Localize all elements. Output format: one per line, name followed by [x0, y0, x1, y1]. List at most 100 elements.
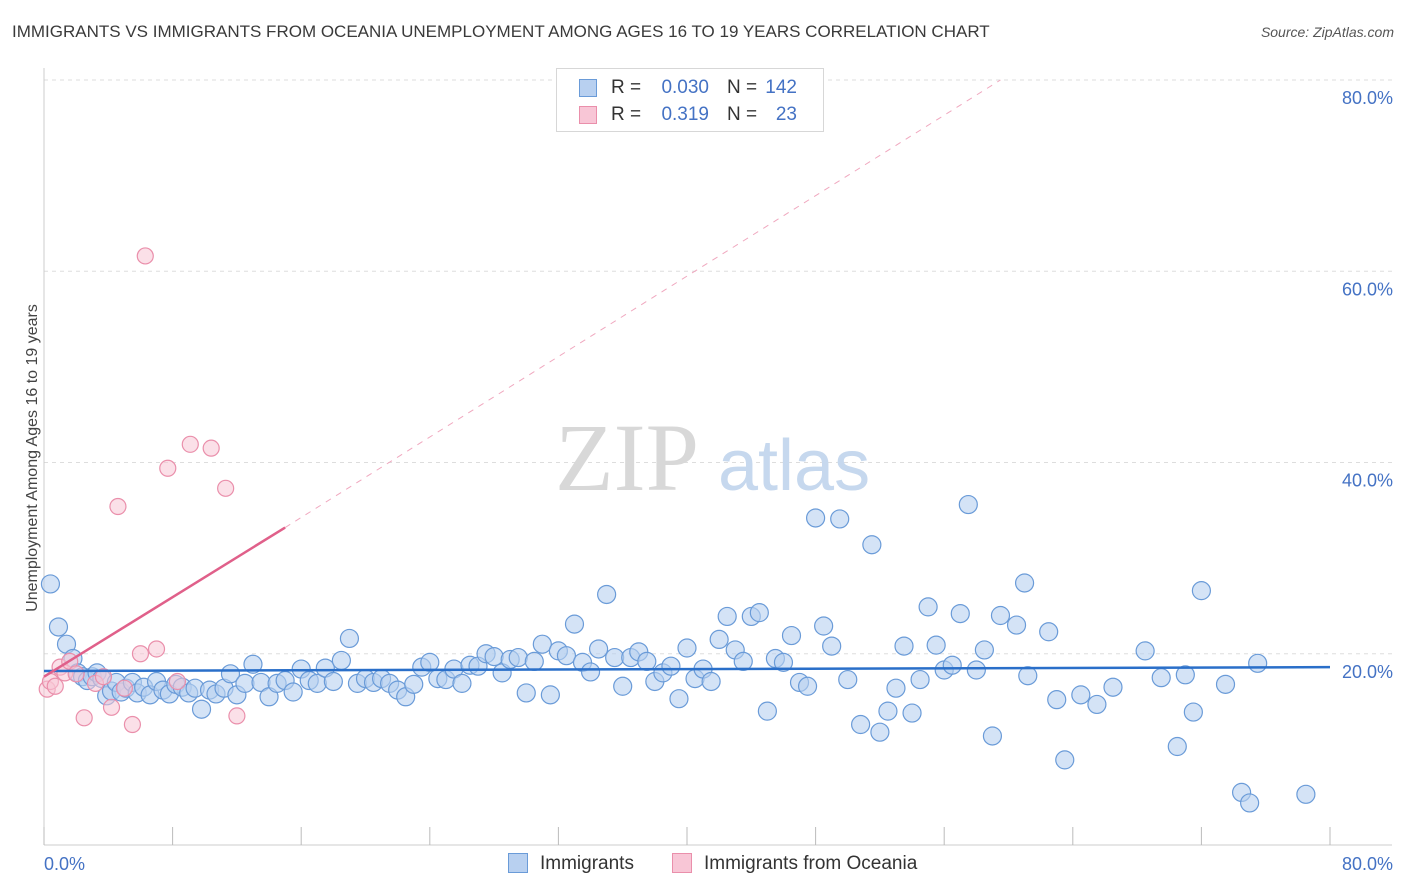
point-immigrants: [508, 647, 528, 668]
point-oceania: [123, 715, 142, 734]
legend-r-label: R =: [611, 77, 642, 98]
legend-swatch-oceania: [672, 853, 692, 873]
point-oceania: [75, 709, 93, 727]
point-immigrants: [283, 682, 303, 702]
point-immigrants: [1215, 674, 1236, 694]
x-tick-label: 80.0%: [1342, 854, 1393, 874]
legend-n-value: 142: [765, 77, 797, 98]
point-oceania: [131, 645, 150, 663]
point-immigrants: [990, 605, 1011, 626]
point-immigrants: [902, 703, 922, 723]
point-immigrants: [1087, 694, 1107, 715]
point-immigrants: [878, 701, 898, 721]
point-immigrants: [814, 616, 834, 636]
point-immigrants: [484, 647, 504, 667]
point-immigrants: [1151, 668, 1171, 688]
point-oceania: [159, 459, 177, 477]
legend-r-value: 0.030: [661, 77, 709, 98]
legend-label-immigrants: Immigrants: [540, 853, 634, 874]
legend-swatch-immigrants: [579, 79, 597, 97]
point-immigrants: [637, 651, 657, 672]
point-immigrants: [822, 636, 842, 656]
point-oceania: [136, 247, 154, 265]
point-immigrants: [1006, 615, 1027, 635]
point-oceania: [228, 707, 246, 725]
point-oceania: [102, 698, 121, 716]
point-oceania: [217, 479, 235, 497]
point-immigrants: [677, 638, 697, 658]
point-oceania: [115, 679, 133, 697]
point-immigrants: [235, 673, 255, 693]
point-immigrants: [1135, 641, 1155, 661]
point-immigrants: [950, 603, 970, 624]
y-tick-label: 80.0%: [1342, 88, 1393, 108]
point-immigrants: [331, 650, 351, 671]
point-immigrants: [966, 660, 986, 680]
watermark-zip: ZIP: [555, 404, 699, 511]
point-immigrants: [805, 508, 826, 528]
point-immigrants: [661, 656, 681, 676]
point-immigrants: [1018, 666, 1038, 686]
point-immigrants: [717, 606, 737, 627]
point-immigrants: [1103, 677, 1123, 697]
point-immigrants: [191, 699, 212, 719]
point-immigrants: [1071, 685, 1091, 705]
trend-line-immigrants: [43, 665, 1331, 673]
point-immigrants: [48, 617, 69, 637]
point-immigrants: [1055, 750, 1075, 770]
point-oceania: [168, 672, 187, 691]
x-tick-label: 0.0%: [44, 854, 85, 874]
watermark-atlas: atlas: [718, 426, 870, 506]
point-immigrants: [1039, 622, 1059, 642]
point-immigrants: [894, 636, 914, 656]
point-immigrants: [40, 574, 61, 594]
trend-lines: [43, 79, 1331, 678]
point-immigrants: [886, 678, 906, 698]
point-oceania: [94, 668, 113, 686]
point-immigrants: [1175, 665, 1195, 685]
data-points: [38, 247, 1316, 813]
point-immigrants: [1191, 581, 1212, 601]
point-immigrants: [588, 639, 609, 659]
y-tick-label: 40.0%: [1342, 471, 1393, 491]
legend-n-label: N =: [727, 77, 758, 98]
point-immigrants: [564, 614, 585, 634]
y-tick-label: 20.0%: [1342, 662, 1393, 682]
point-oceania: [147, 640, 166, 658]
point-immigrants: [709, 629, 729, 650]
point-immigrants: [830, 509, 850, 529]
trend-line-oceania: [43, 526, 286, 678]
point-immigrants: [910, 669, 930, 690]
y-tick-labels: 20.0% 40.0% 60.0% 80.0%: [1342, 88, 1393, 682]
point-oceania: [202, 439, 220, 457]
point-immigrants: [1296, 784, 1316, 804]
point-immigrants: [339, 628, 360, 649]
legend-n-label: N =: [727, 104, 758, 125]
grid-lines: [44, 79, 1392, 655]
series-legend: Immigrants Immigrants from Oceania: [0, 852, 1406, 878]
point-immigrants: [323, 671, 343, 692]
chart-title: IMMIGRANTS VS IMMIGRANTS FROM OCEANIA UN…: [12, 22, 990, 41]
x-tick-labels: 0.0% 80.0%: [44, 854, 1393, 874]
point-immigrants: [1240, 793, 1260, 813]
legend-swatch-immigrants: [508, 853, 528, 873]
legend-n-value: 23: [775, 104, 797, 125]
point-immigrants: [851, 714, 871, 735]
legend-r-value: 0.319: [661, 104, 709, 125]
watermark: ZIP atlas: [555, 404, 870, 511]
point-immigrants: [243, 654, 263, 674]
point-immigrants: [580, 662, 601, 682]
point-immigrants: [870, 722, 890, 742]
point-immigrants: [958, 494, 978, 515]
point-immigrants: [597, 584, 617, 605]
point-immigrants: [452, 673, 472, 693]
legend-r-label: R =: [611, 104, 642, 125]
point-oceania: [109, 497, 127, 516]
point-immigrants: [556, 646, 577, 666]
point-immigrants: [773, 652, 794, 672]
point-immigrants: [532, 634, 552, 654]
point-immigrants: [918, 597, 938, 617]
legend-label-oceania: Immigrants from Oceania: [704, 853, 918, 874]
legend-swatch-oceania: [579, 106, 597, 124]
point-immigrants: [733, 651, 753, 672]
